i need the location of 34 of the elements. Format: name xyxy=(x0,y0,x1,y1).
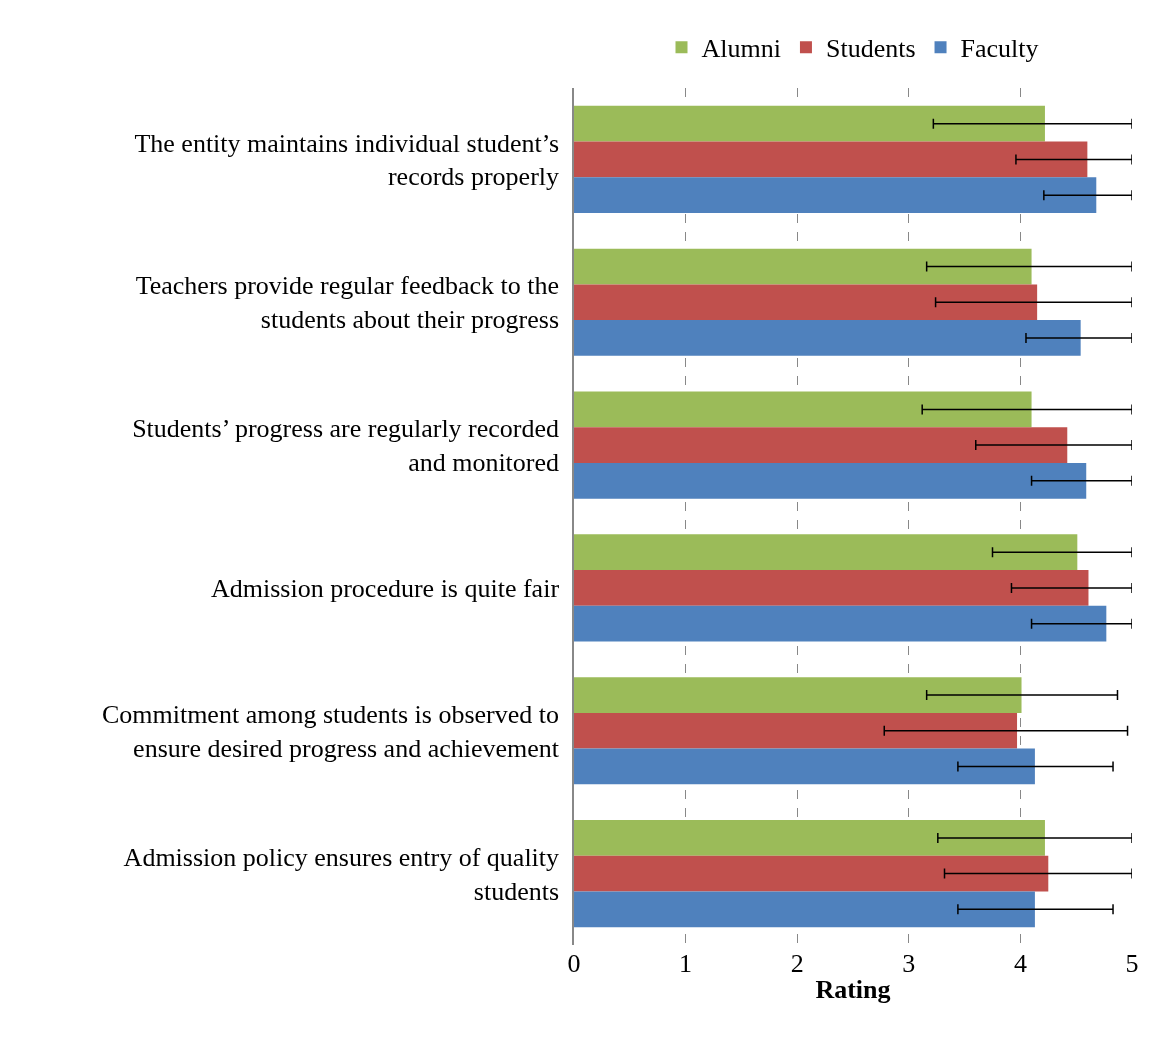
x-tick-label: 3 xyxy=(902,949,916,978)
bar xyxy=(574,177,1097,213)
bar xyxy=(574,748,1035,785)
bar xyxy=(574,427,1068,463)
bar xyxy=(574,248,1032,285)
y-tick-label: Students’ progress are regularly recorded and monitored xyxy=(132,414,560,478)
y-tick-label: Admission policy ensures entry of quality students xyxy=(123,842,560,906)
x-tick-label: 2 xyxy=(790,949,804,978)
bar xyxy=(574,141,1088,178)
bar xyxy=(574,320,1081,356)
bar xyxy=(574,534,1078,571)
x-axis-title: Rating xyxy=(815,974,891,1004)
bar xyxy=(574,855,1049,892)
bar xyxy=(574,570,1089,606)
legend-label: Faculty xyxy=(960,34,1039,64)
bar xyxy=(574,605,1107,642)
bar xyxy=(574,712,1018,749)
bar xyxy=(574,677,1022,713)
x-tick-label: 1 xyxy=(679,949,693,978)
y-tick-label: The entity maintains individual student’s records properly xyxy=(134,128,560,192)
bar xyxy=(574,284,1038,321)
y-tick-label: Admission procedure is quite fair xyxy=(211,574,560,604)
x-tick-label: 5 xyxy=(1125,949,1139,978)
bar xyxy=(574,462,1087,499)
bar xyxy=(574,105,1045,142)
y-tick-label: Teachers provide regular feedback to the students about their progress xyxy=(135,271,560,335)
bar xyxy=(574,391,1032,428)
y-tick-label: Commitment among students is observed to ensure desired progress and achievement xyxy=(101,699,560,763)
legend-label: Students xyxy=(825,34,916,64)
bar xyxy=(574,891,1035,928)
x-tick-label: 4 xyxy=(1013,949,1027,978)
x-tick-label: 0 xyxy=(567,949,581,978)
bar xyxy=(574,820,1045,856)
legend-label: Alumni xyxy=(701,34,781,64)
